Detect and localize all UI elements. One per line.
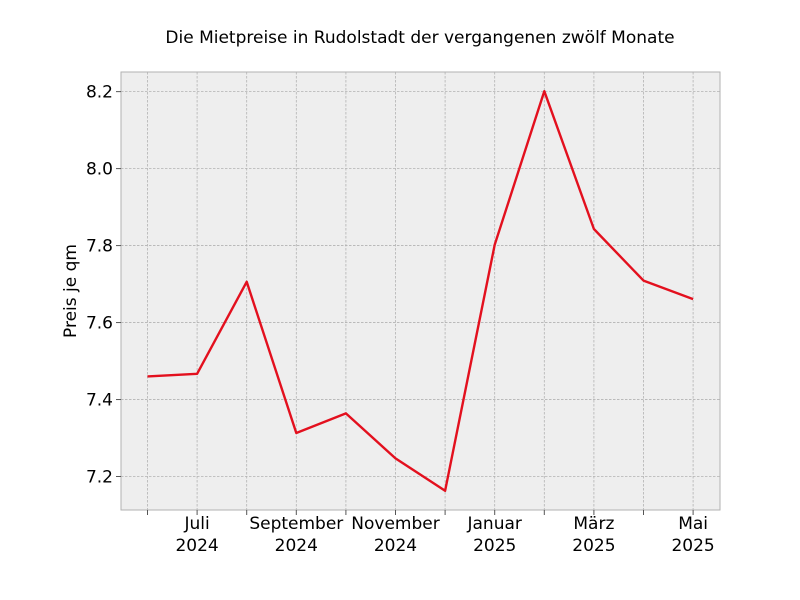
series-group xyxy=(146,89,695,493)
y-tick-label: 8.2 xyxy=(86,83,113,103)
grid xyxy=(121,72,720,510)
plot-area xyxy=(120,71,721,511)
x-tick-label-year: 2025 xyxy=(572,536,615,556)
data-point xyxy=(344,411,348,415)
x-tick-label: Mai 2025 xyxy=(671,514,714,556)
x-tick-label-year: 2025 xyxy=(671,536,714,556)
x-tick-label: Juli 2024 xyxy=(175,514,218,556)
series-line xyxy=(147,89,694,492)
y-tick-label: 8.0 xyxy=(86,160,113,180)
data-point xyxy=(294,431,298,435)
data-point xyxy=(542,89,546,93)
x-tick-label-month: September xyxy=(249,514,343,534)
data-point xyxy=(642,279,646,283)
data-point xyxy=(592,227,596,231)
x-tick-label: September 2024 xyxy=(249,514,343,556)
x-tick-label-year: 2025 xyxy=(473,536,516,556)
x-tick-label-year: 2024 xyxy=(175,536,218,556)
x-tick-label-year: 2024 xyxy=(374,536,417,556)
data-point xyxy=(493,243,497,247)
data-point xyxy=(443,489,447,493)
data-point xyxy=(146,374,150,378)
y-tick-label: 7.4 xyxy=(86,391,113,411)
x-tick-label-year: 2024 xyxy=(275,536,318,556)
x-tick-label: November 2024 xyxy=(351,514,439,556)
x-tick-label-month: Januar xyxy=(467,514,522,534)
chart-title: Die Mietpreise in Rudolstadt der vergang… xyxy=(165,28,674,48)
x-tick-label: Januar 2025 xyxy=(467,514,522,556)
data-point xyxy=(691,297,695,301)
y-tick-label: 7.2 xyxy=(86,468,113,488)
y-axis-label: Preis je qm xyxy=(61,244,81,338)
data-point xyxy=(195,372,199,376)
y-tick-label: 7.6 xyxy=(86,314,113,334)
y-tick-label: 7.8 xyxy=(86,237,113,257)
x-tick-label-month: Juli xyxy=(183,514,209,534)
data-point xyxy=(245,280,249,284)
data-point xyxy=(394,456,398,460)
x-tick-label-month: November xyxy=(351,514,439,534)
x-tick-label-month: Mai xyxy=(678,514,708,534)
x-tick-label-month: März xyxy=(573,514,614,534)
x-tick-label: März 2025 xyxy=(572,514,615,556)
